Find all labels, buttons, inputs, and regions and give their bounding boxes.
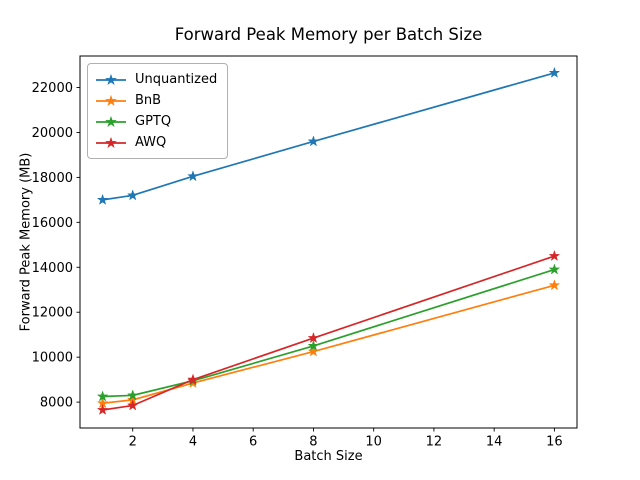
legend-item: Unquantized: [95, 70, 219, 89]
legend-line-sample-icon: [96, 94, 126, 106]
legend-sample-star-icon: [105, 94, 117, 106]
legend: Unquantized BnB GPTQ AWQ: [87, 63, 228, 159]
legend-sample-star-icon: [105, 136, 117, 148]
data-point-marker-awq: [549, 250, 560, 261]
data-point-marker-unquantized: [187, 170, 199, 181]
y-tick-label: 20000: [32, 126, 73, 141]
x-tick-label: 2: [129, 435, 137, 450]
legend-sample-star-icon: [105, 73, 117, 85]
chart-title: Forward Peak Memory per Batch Size: [174, 25, 483, 44]
y-tick-label: 8000: [40, 396, 73, 411]
data-point-marker-awq: [308, 332, 319, 343]
x-tick-label: 8: [309, 435, 317, 450]
y-tick-label: 18000: [32, 171, 73, 186]
y-tick-label: 12000: [32, 306, 73, 321]
data-point-marker-gptq: [549, 264, 560, 275]
data-point-marker-gptq: [308, 340, 319, 351]
legend-label: GPTQ: [135, 114, 172, 129]
legend-line-sample-icon: [96, 73, 126, 85]
legend-line-sample-icon: [96, 136, 126, 148]
data-point-marker-awq: [127, 399, 138, 410]
data-point-marker-awq: [97, 404, 108, 415]
y-tick-label: 14000: [32, 261, 73, 276]
legend-item: GPTQ: [95, 112, 219, 131]
x-axis-label: Batch Size: [294, 449, 363, 464]
legend-label: Unquantized: [135, 72, 218, 87]
data-point-marker-bnb: [549, 279, 560, 290]
legend-line-sample-icon: [96, 115, 126, 127]
y-tick-label: 22000: [32, 81, 73, 96]
x-tick-label: 14: [486, 435, 503, 450]
x-tick-label: 12: [426, 435, 443, 450]
data-point-marker-unquantized: [127, 189, 138, 200]
data-point-marker-unquantized: [549, 67, 560, 78]
legend-item: AWQ: [95, 133, 219, 152]
plot-border: [79, 55, 578, 429]
data-point-marker-unquantized: [97, 194, 108, 205]
x-tick-label: 4: [189, 435, 197, 450]
legend-sample-star-icon: [105, 115, 117, 127]
x-tick-label: 10: [365, 435, 382, 450]
y-tick-label: 10000: [32, 351, 73, 366]
data-point-marker-unquantized: [308, 135, 319, 146]
x-tick-label: 6: [249, 435, 257, 450]
y-axis-label: Forward Peak Memory (MB): [18, 152, 34, 332]
legend-label: AWQ: [135, 135, 167, 150]
legend-item: BnB: [95, 91, 219, 110]
data-point-marker-gptq: [127, 389, 138, 400]
x-tick-label: 16: [546, 435, 563, 450]
y-tick-label: 16000: [32, 216, 73, 231]
legend-label: BnB: [135, 93, 162, 108]
data-point-marker-awq: [187, 374, 199, 385]
data-point-marker-gptq: [97, 390, 108, 401]
data-point-marker-bnb: [308, 346, 319, 357]
